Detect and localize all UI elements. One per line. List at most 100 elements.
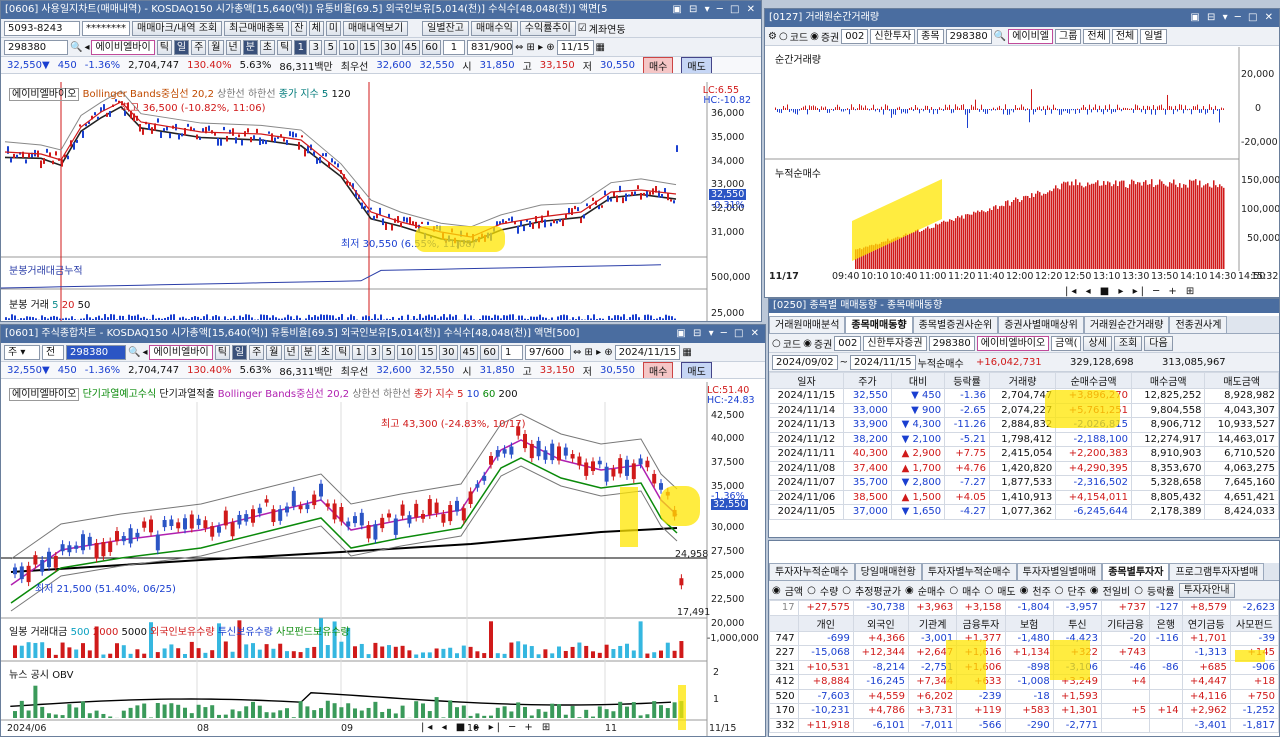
interval-60[interactable]: 60 (422, 39, 441, 55)
tab-broker-rank[interactable]: 종목별증권사순위 (912, 316, 999, 333)
tab-investor-daily[interactable]: 투자자별일별매매 (1016, 563, 1103, 580)
period-tick[interactable]: 틱 (156, 39, 172, 55)
interval-15[interactable]: 15 (360, 39, 379, 55)
table-row[interactable]: 520 -7,603 +4,559 +6,202 -239 -18 +1,593 +4,116… (769, 688, 1279, 704)
investor-col-header[interactable]: 기타금융 (1101, 614, 1151, 632)
radio-buy[interactable]: ○ (949, 584, 959, 596)
stock-code-input[interactable]: 298380 (4, 39, 68, 55)
broker-code[interactable]: 002 (834, 335, 862, 351)
radio-unit[interactable]: ○ (1054, 584, 1064, 596)
tab-investor-cum2[interactable]: 투자자별누적순매수 (921, 563, 1017, 580)
investor-col-header[interactable]: 사모펀드 (1229, 614, 1279, 632)
trade-history-button[interactable]: 매매내역보기 (342, 20, 409, 36)
interval-45[interactable]: 45 (459, 344, 479, 360)
date-input[interactable]: 11/15 (556, 39, 594, 55)
tab-broker-tick[interactable]: 거래원순간거래량 (1083, 316, 1170, 333)
daily-balance-button[interactable]: 일별잔고 (422, 20, 469, 36)
period-week[interactable]: 주 (191, 39, 207, 55)
interval-input[interactable]: 1 (442, 39, 465, 55)
period-second[interactable]: 초 (259, 39, 276, 55)
filter-1[interactable]: 전체 (1083, 28, 1110, 44)
period-month[interactable]: 월 (266, 344, 282, 360)
data-count[interactable]: 831/900 (466, 39, 513, 55)
interval-1[interactable]: 1 (294, 39, 308, 55)
period-tick2[interactable]: 틱 (335, 344, 351, 360)
table-row[interactable]: 321 +10,531 -8,214 -2,751 +1,606 -898 -3,106 -4… (769, 659, 1279, 675)
stock-code[interactable]: 298380 (928, 335, 975, 351)
table-row[interactable]: 2024/11/14 33,000 ▼ 900 -2.65 2,074,227 +5,76… (769, 402, 1279, 418)
investor-col-header[interactable]: 보험 (1004, 614, 1054, 632)
account-select[interactable]: 5093-8243 (4, 20, 80, 36)
trend-col-header[interactable]: 일자 (769, 372, 844, 389)
window-controls[interactable]: ▣ ⊟ ▾ ─ □ ✕ (676, 328, 761, 339)
interval-45[interactable]: 45 (401, 39, 421, 55)
interval-15[interactable]: 15 (418, 344, 437, 360)
trend-col-header[interactable]: 매수금액 (1130, 372, 1206, 389)
trend-col-header[interactable]: 등락률 (944, 372, 990, 389)
broker-title-bar[interactable]: [0127] 거래원순간거래량 ▣ ⊟ ▾ ─ □ ✕ (765, 9, 1279, 27)
interval-1[interactable]: 1 (352, 344, 366, 360)
sell-button[interactable]: 매도 (681, 57, 712, 73)
daily-chart-area[interactable]: 에이비엘바이오 단기과열예고수식 단기과열적출 Bollinger Bands중… (1, 382, 765, 736)
period-year[interactable]: 년 (283, 344, 299, 360)
account-link-checkbox[interactable]: ☑ (577, 22, 587, 34)
market-select[interactable]: 주 ▾ (4, 344, 40, 360)
search-icon[interactable]: 🔍 (993, 30, 1007, 42)
buy-button[interactable]: 매수 (642, 57, 674, 73)
data-count[interactable]: 97/600 (524, 344, 571, 360)
broker-name[interactable]: 신한투자증권 (863, 335, 927, 351)
daily-title-bar[interactable]: [0601] 주식종합차트 - KOSDAQ150 시가총액[15,640(억)… (1, 325, 765, 343)
broker-chart-area[interactable]: 순간거래량 누적순매수 20,000 0 -20,000 150,000 100… (765, 47, 1279, 297)
investor-col-header[interactable]: 투신 (1052, 614, 1103, 632)
radio-thousand[interactable]: ◉ (1019, 584, 1029, 596)
to-date[interactable]: 2024/11/15 (850, 354, 916, 370)
interval-10[interactable]: 10 (397, 344, 417, 360)
window-controls[interactable]: ▣ ⊟ ▾ ─ □ ✕ (1190, 12, 1275, 23)
radio-amount[interactable]: ◉ (772, 584, 781, 596)
unit-select[interactable]: 금액( (1051, 335, 1082, 351)
calendar-icon[interactable]: ▦ (595, 41, 605, 53)
stock-code[interactable]: 298380 (945, 28, 992, 44)
tool-icons[interactable]: ⇔ ⊞ ▸ ⊕ (572, 346, 613, 358)
period-select[interactable]: 일별 (1140, 28, 1167, 44)
period-tick[interactable]: 틱 (214, 344, 230, 360)
investor-col-header[interactable]: 연기금등 (1181, 614, 1231, 632)
date-input[interactable]: 2024/11/15 (614, 344, 681, 360)
interval-3[interactable]: 3 (309, 39, 323, 55)
radio-broker[interactable]: ◉ (803, 337, 812, 349)
table-row[interactable]: 2024/11/11 40,300 ▲ 2,900 +7.75 2,415,054 +2,… (769, 446, 1279, 462)
radio-broker[interactable]: ◉ (810, 30, 819, 42)
period-tick2[interactable]: 틱 (277, 39, 293, 55)
window-controls[interactable]: ▣ ⊟ ▾ ─ □ ✕ (672, 4, 757, 15)
tab-all-brokers[interactable]: 전종권사계 (1169, 316, 1228, 333)
stock-name[interactable]: 에이비엘 (1008, 28, 1054, 44)
query-button[interactable]: 조회 (1113, 335, 1143, 351)
interval-3[interactable]: 3 (367, 344, 381, 360)
tab-by-stock[interactable]: 종목별투자자 (1102, 563, 1170, 580)
detail-button[interactable]: 상세 (1083, 335, 1112, 351)
tool-icons[interactable]: ⇔ ⊞ ▸ ⊕ (514, 41, 555, 53)
table-row[interactable]: 412 +8,884 -16,245 +7,344 +633 -1,008 +3,249 +4… (769, 674, 1279, 690)
filled-button[interactable]: 체 (308, 20, 324, 36)
radio-code[interactable]: ○ (778, 30, 788, 42)
table-row[interactable]: 2024/11/15 32,550 ▼ 450 -1.36 2,704,747 +3,89… (769, 388, 1279, 404)
table-row[interactable]: 747 -699 +4,366 -3,001 +1,377 -1,480 -4,423 -20… (769, 630, 1279, 646)
recent-trade-button[interactable]: 최근매매종목 (224, 20, 290, 36)
tab-investor-cum[interactable]: 투자자누적순매수 (769, 563, 855, 580)
tab-broker-top[interactable]: 증권사별매매상위 (998, 316, 1084, 333)
unfilled-button[interactable]: 미 (325, 20, 341, 36)
table-row[interactable]: 2024/11/05 37,000 ▼ 1,650 -4.27 1,077,362 -6,… (769, 504, 1279, 520)
password-field[interactable]: ******** (82, 20, 130, 36)
stock-code-input[interactable]: 298380 (66, 344, 126, 360)
table-row[interactable]: 170 -10,231 +4,786 +3,731 +119 +583 +1,301 +5 +1… (769, 703, 1279, 719)
investor-col-header[interactable]: 개인 (797, 614, 854, 632)
trend-col-header[interactable]: 거래량 (988, 372, 1057, 389)
stock-name-field[interactable]: 에이비엘바이 (91, 39, 155, 55)
period-day[interactable]: 일 (231, 344, 248, 360)
period-second[interactable]: 초 (317, 344, 334, 360)
table-row[interactable]: 2024/11/06 38,500 ▲ 1,500 +4.05 1,410,913 +4,… (769, 489, 1279, 505)
table-row[interactable]: 2024/11/07 35,700 ▼ 2,800 -7.27 1,877,533 -2,… (769, 475, 1279, 491)
broker-name[interactable]: 신한투자 (870, 28, 916, 44)
table-row[interactable]: 2024/11/08 37,400 ▲ 1,700 +4.76 1,420,820 +4,… (769, 460, 1279, 476)
tab-today[interactable]: 당일매매현황 (854, 563, 922, 580)
